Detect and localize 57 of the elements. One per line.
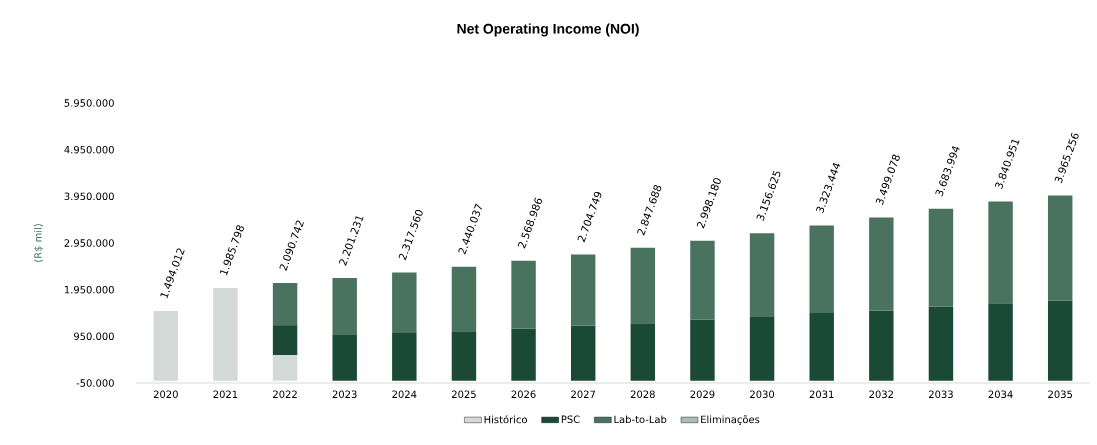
bar (451, 331, 477, 381)
bar (690, 319, 715, 381)
bar (392, 272, 417, 334)
y-tick-label: 2.950.000 (64, 239, 114, 247)
bar (749, 316, 775, 381)
bar (869, 217, 894, 311)
x-tick-label: 2027 (571, 390, 596, 399)
bar (1047, 300, 1073, 381)
bar (630, 247, 656, 324)
legend-label: Histórico (484, 415, 527, 424)
bar (630, 323, 656, 381)
x-tick-label: 2025 (452, 390, 476, 399)
x-tick-label: 2029 (690, 390, 715, 399)
y-tick-label: 5.950.000 (64, 99, 114, 107)
x-tick-label: 2035 (1048, 390, 1072, 399)
bar (511, 260, 536, 329)
x-tick-label: 2020 (153, 390, 178, 399)
bar (332, 277, 357, 335)
x-tick-label: 2022 (273, 390, 297, 399)
y-tick-label: 4.950.000 (64, 145, 114, 154)
x-tick-label: 2021 (213, 390, 238, 399)
x-tick-label: 2034 (988, 390, 1013, 399)
x-tick-label: 2023 (332, 390, 357, 399)
y-tick-label: 1.950.000 (64, 285, 114, 294)
bar (690, 240, 715, 320)
bar (272, 283, 298, 326)
x-tick-label: 2033 (929, 390, 953, 399)
bar (451, 266, 477, 332)
legend-label: PSC (561, 415, 580, 424)
y-axis-title: (R$ mil) (34, 224, 44, 262)
y-tick-label: 950.000 (73, 332, 114, 341)
x-tick-label: 2031 (809, 390, 834, 399)
bar (928, 306, 954, 381)
y-tick-label: 3.950.000 (64, 192, 114, 201)
bar (869, 310, 894, 381)
bar (809, 225, 834, 313)
bar (988, 201, 1013, 304)
bar (511, 328, 536, 381)
bar (749, 233, 775, 317)
x-tick-label: 2032 (869, 390, 893, 399)
bar (570, 325, 596, 381)
bar (570, 254, 596, 326)
bar (332, 334, 357, 381)
chart-title: Net Operating Income (NOI) (457, 23, 639, 37)
bar (928, 208, 954, 307)
bar (988, 303, 1013, 381)
x-tick-label: 2030 (750, 390, 775, 399)
legend-label: Lab-to-Lab (614, 415, 667, 424)
bar (272, 325, 298, 355)
x-tick-label: 2024 (392, 390, 417, 399)
legend-label: Eliminações (701, 415, 760, 425)
x-tick-label: 2028 (630, 390, 655, 399)
x-tick-label: 2026 (511, 390, 536, 399)
bar (809, 313, 834, 381)
bar (392, 333, 417, 381)
bar (1047, 195, 1073, 301)
y-tick-label: -50.000 (76, 379, 114, 387)
